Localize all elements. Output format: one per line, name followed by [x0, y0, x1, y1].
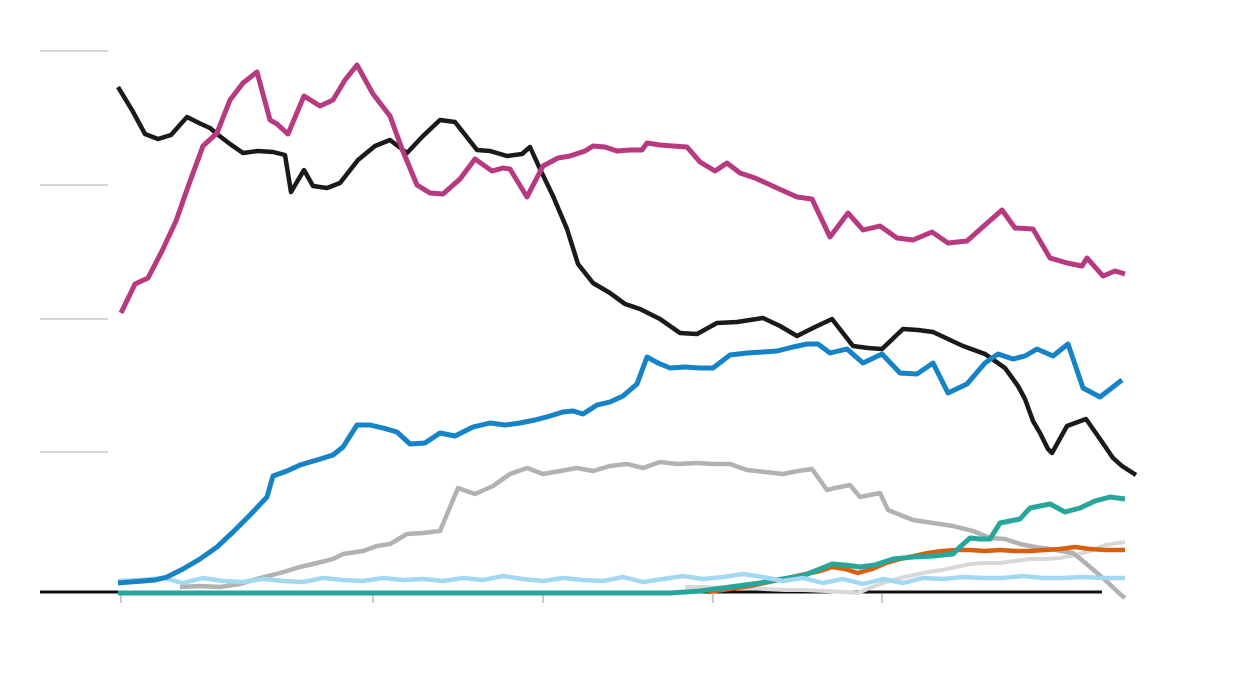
line-chart [40, 16, 1240, 658]
chart-svg [40, 50, 1138, 603]
y-axis-ticks [40, 50, 108, 453]
series-light-blue-line [117, 571, 1125, 587]
series-teal-line [118, 494, 1126, 596]
series-light-gray-line [685, 540, 1126, 595]
series-lines [116, 62, 1138, 600]
series-orange-line [707, 544, 1125, 595]
series-gray-line [179, 459, 1127, 600]
series-magenta-line [118, 62, 1126, 315]
series-black-line [116, 85, 1138, 477]
series-blue-line [117, 341, 1124, 586]
